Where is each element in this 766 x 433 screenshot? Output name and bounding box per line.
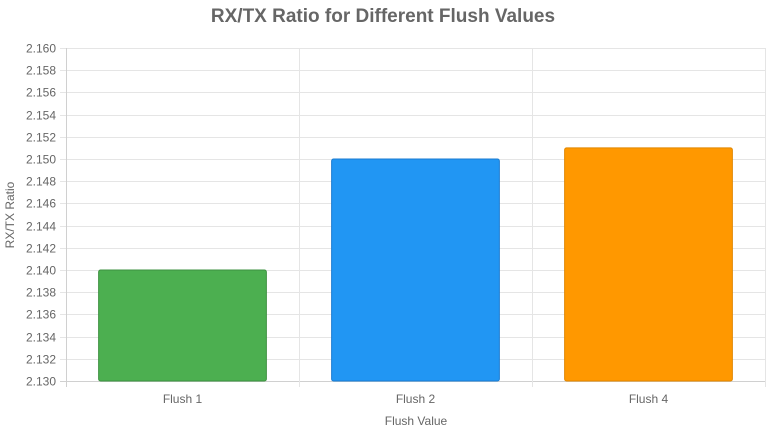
y-tick-label: 2.144 (26, 220, 56, 234)
y-tick-label: 2.138 (26, 286, 56, 300)
y-tick-label: 2.152 (26, 131, 56, 145)
bars (98, 147, 733, 382)
bar (564, 147, 733, 382)
y-tick-label: 2.136 (26, 308, 56, 322)
y-axis-ticks: 2.130 2.132 2.134 2.136 2.138 2.140 2.142 2.144… (26, 42, 56, 389)
x-tick-label: Flush 4 (629, 392, 669, 406)
bar (331, 158, 500, 382)
y-tick-label: 2.140 (26, 264, 56, 278)
y-tick-label: 2.132 (26, 353, 56, 367)
y-tick-label: 2.130 (26, 375, 56, 389)
chart-title: RX/TX Ratio for Different Flush Values (211, 6, 555, 27)
y-tick-label: 2.134 (26, 331, 56, 345)
y-tick-label: 2.150 (26, 153, 56, 167)
x-axis-ticks: Flush 1 Flush 2 Flush 4 (163, 392, 669, 406)
y-axis-label: RX/TX Ratio (3, 181, 17, 248)
y-tick-label: 2.146 (26, 197, 56, 211)
y-tick-label: 2.148 (26, 175, 56, 189)
x-tick-label: Flush 2 (396, 392, 436, 406)
x-tick-label: Flush 1 (163, 392, 203, 406)
y-tick-label: 2.160 (26, 42, 56, 56)
x-axis-label: Flush Value (385, 414, 448, 428)
y-tick-label: 2.142 (26, 242, 56, 256)
y-tick-label: 2.156 (26, 86, 56, 100)
y-tick-label: 2.154 (26, 109, 56, 123)
y-tick-label: 2.158 (26, 64, 56, 78)
bar (98, 269, 267, 382)
